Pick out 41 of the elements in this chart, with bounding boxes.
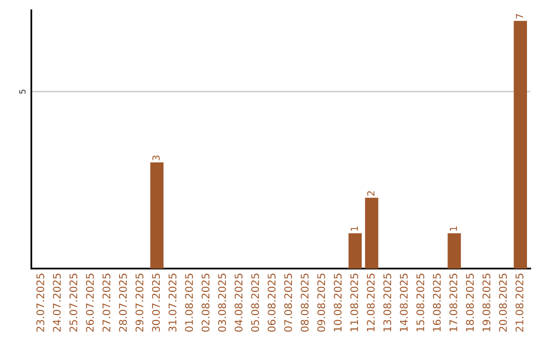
x-tick-label: 16.08.2025 [432, 274, 441, 332]
x-tick-label: 04.08.2025 [234, 274, 243, 332]
x-tick-label: 29.07.2025 [136, 274, 144, 332]
x-tick-label: 09.08.2025 [317, 274, 326, 332]
x-tick-label: 21.08.2025 [516, 274, 524, 332]
x-tick-label: 02.08.2025 [202, 274, 210, 332]
x-tick-label: 07.08.2025 [284, 274, 292, 332]
x-tick-label: 13.08.2025 [383, 274, 392, 332]
x-tick-label: 19.08.2025 [482, 274, 490, 332]
data-label: 7 [516, 14, 524, 19]
x-tick-label: 31.07.2025 [168, 274, 176, 332]
x-tick-label: 27.07.2025 [102, 274, 110, 332]
x-tick-label: 08.08.2025 [300, 274, 309, 332]
x-tick-label: 14.08.2025 [400, 274, 408, 332]
x-tick-label: 28.07.2025 [118, 274, 127, 332]
data-label: 3 [152, 156, 160, 160]
x-tick-label: 15.08.2025 [416, 274, 424, 332]
x-tick-label: 18.08.2025 [466, 274, 474, 332]
x-tick-label: 17.08.2025 [449, 274, 458, 332]
x-tick-label: 23.07.2025 [36, 274, 44, 332]
x-tick-label: 12.08.2025 [366, 274, 375, 332]
x-tick-label: 10.08.2025 [334, 274, 342, 332]
x-tick-label: 25.07.2025 [69, 274, 78, 332]
y-tick-label: 5 [19, 90, 26, 94]
x-tick-label: 06.08.2025 [268, 274, 276, 332]
bar [448, 233, 461, 269]
data-label: 1 [350, 226, 358, 231]
bar [514, 20, 527, 269]
x-tick-label: 30.07.2025 [152, 274, 160, 332]
x-tick-label: 11.08.2025 [350, 274, 358, 332]
bar [365, 198, 378, 269]
bar [150, 162, 164, 269]
data-label: 1 [450, 226, 457, 231]
x-tick-label: 05.08.2025 [251, 274, 260, 332]
bar [348, 233, 362, 269]
data-label: 2 [367, 191, 374, 196]
x-tick-label: 03.08.2025 [218, 274, 226, 332]
x-tick-label: 20.08.2025 [498, 274, 507, 332]
x-tick-label: 01.08.2025 [185, 274, 193, 332]
x-tick-label: 26.07.2025 [86, 274, 94, 332]
x-tick-label: 24.07.2025 [52, 274, 61, 332]
